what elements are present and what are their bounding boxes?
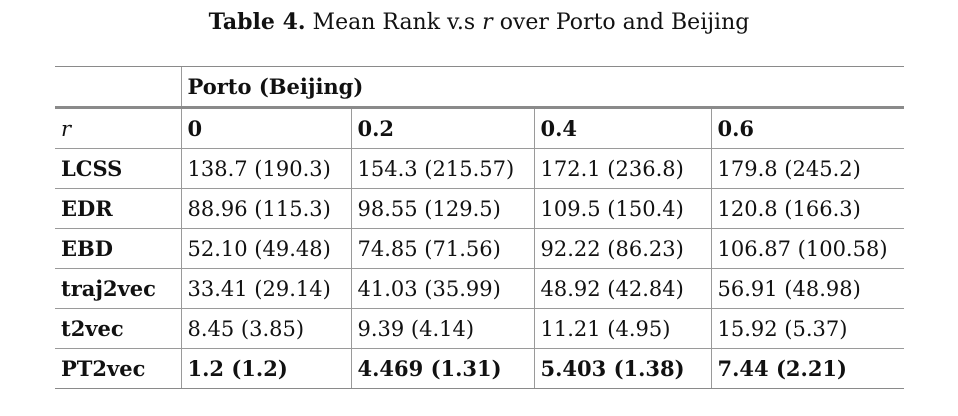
method-name-cell: t2vec bbox=[55, 308, 181, 349]
table-row: LCSS 138.7 (190.3) 154.3 (215.57) 172.1 … bbox=[55, 148, 904, 189]
table-cell: 8.45 (3.85) bbox=[180, 308, 351, 349]
table-cell: 4.469 (1.31) bbox=[350, 348, 534, 389]
group-header-cell: Porto (Beijing) bbox=[180, 66, 904, 109]
column-header: 0.6 bbox=[710, 107, 904, 149]
group-header-row: Porto (Beijing) bbox=[55, 66, 904, 109]
table-row: EDR 88.96 (115.3) 98.55 (129.5) 109.5 (1… bbox=[55, 188, 904, 229]
caption-variable: r bbox=[482, 10, 493, 35]
table-caption: Table 4. Mean Rank v.s r over Porto and … bbox=[0, 7, 958, 38]
table-cell: 106.87 (100.58) bbox=[710, 228, 904, 269]
empty-corner-cell bbox=[55, 66, 181, 109]
method-name-cell: EDR bbox=[55, 188, 181, 229]
table-row: t2vec 8.45 (3.85) 9.39 (4.14) 11.21 (4.9… bbox=[55, 308, 904, 349]
table-cell: 120.8 (166.3) bbox=[710, 188, 904, 229]
method-name-cell: traj2vec bbox=[55, 268, 181, 309]
table-cell: 98.55 (129.5) bbox=[350, 188, 534, 229]
table-cell: 7.44 (2.21) bbox=[710, 348, 904, 389]
table-row: traj2vec 33.41 (29.14) 41.03 (35.99) 48.… bbox=[55, 268, 904, 309]
param-label-cell: r bbox=[55, 107, 181, 149]
column-header: 0.2 bbox=[350, 107, 534, 149]
column-header-row: r 0 0.2 0.4 0.6 bbox=[55, 107, 904, 149]
column-header: 0 bbox=[180, 107, 351, 149]
method-name-cell: PT2vec bbox=[55, 348, 181, 389]
table-cell: 92.22 (86.23) bbox=[533, 228, 711, 269]
table-cell: 5.403 (1.38) bbox=[533, 348, 711, 389]
column-header: 0.4 bbox=[533, 107, 711, 149]
table-cell: 74.85 (71.56) bbox=[350, 228, 534, 269]
table-row: EBD 52.10 (49.48) 74.85 (71.56) 92.22 (8… bbox=[55, 228, 904, 269]
caption-text-after: over Porto and Beijing bbox=[499, 10, 750, 35]
table-cell: 33.41 (29.14) bbox=[180, 268, 351, 309]
table-cell: 179.8 (245.2) bbox=[710, 148, 904, 189]
table-cell: 138.7 (190.3) bbox=[180, 148, 351, 189]
table-cell: 41.03 (35.99) bbox=[350, 268, 534, 309]
table-cell: 154.3 (215.57) bbox=[350, 148, 534, 189]
table-cell: 15.92 (5.37) bbox=[710, 308, 904, 349]
table-cell: 56.91 (48.98) bbox=[710, 268, 904, 309]
caption-text-before: Mean Rank v.s bbox=[312, 10, 476, 35]
table-cell: 9.39 (4.14) bbox=[350, 308, 534, 349]
table-row-best: PT2vec 1.2 (1.2) 4.469 (1.31) 5.403 (1.3… bbox=[55, 348, 904, 389]
method-name-cell: EBD bbox=[55, 228, 181, 269]
table-cell: 1.2 (1.2) bbox=[180, 348, 351, 389]
table-cell: 172.1 (236.8) bbox=[533, 148, 711, 189]
table-cell: 52.10 (49.48) bbox=[180, 228, 351, 269]
table-cell: 11.21 (4.95) bbox=[533, 308, 711, 349]
table-cell: 48.92 (42.84) bbox=[533, 268, 711, 309]
caption-label: Table 4. bbox=[208, 9, 306, 35]
table-cell: 88.96 (115.3) bbox=[180, 188, 351, 229]
mean-rank-table: Porto (Beijing) r 0 0.2 0.4 0.6 LCSS 138… bbox=[55, 66, 904, 389]
method-name-cell: LCSS bbox=[55, 148, 181, 189]
table-cell: 109.5 (150.4) bbox=[533, 188, 711, 229]
